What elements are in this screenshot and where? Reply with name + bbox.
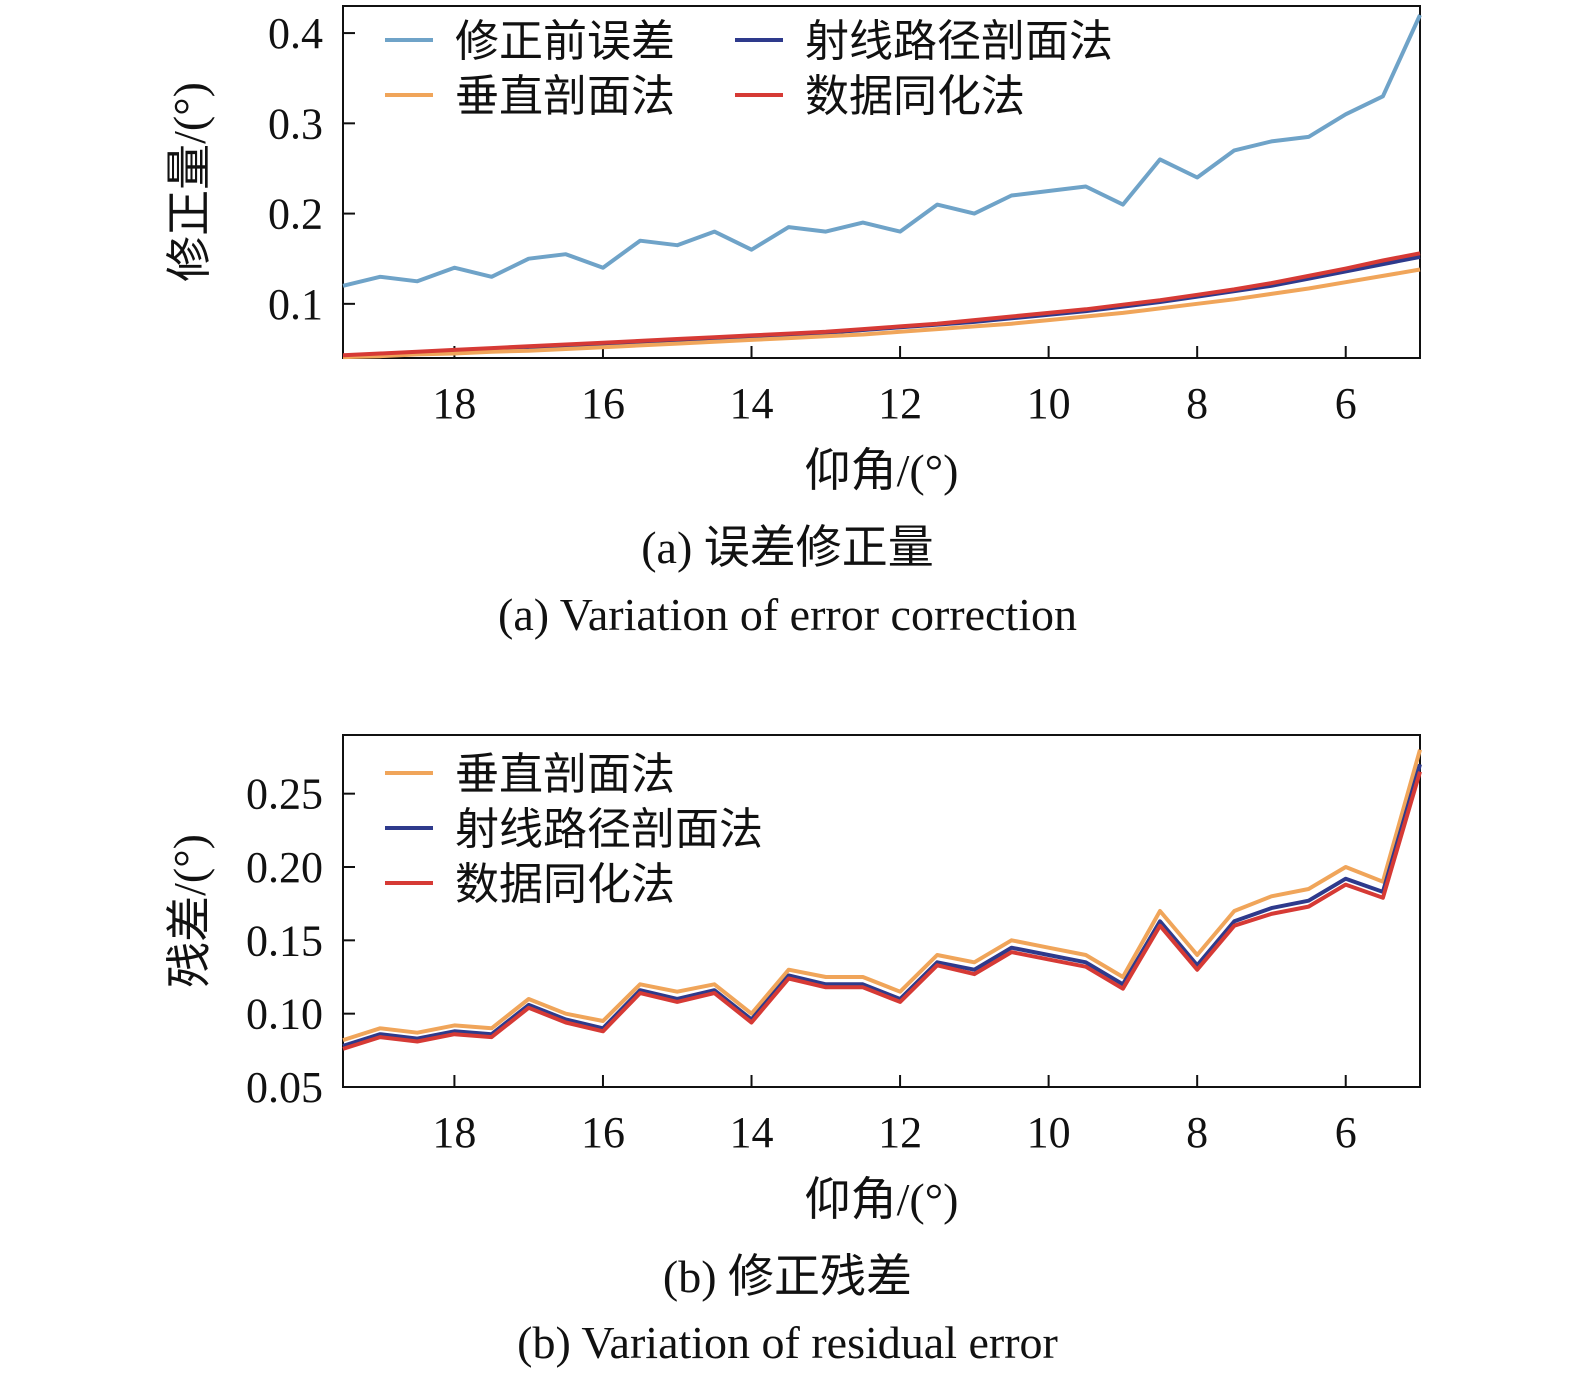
caption-b-cn: (b) 修正残差 (662, 1251, 913, 1302)
x-tick-label: 12 (878, 1108, 922, 1157)
legend-label: 垂直剖面法 (455, 72, 675, 121)
series-line (342, 749, 1422, 1043)
x-tick-label: 16 (581, 379, 625, 428)
series-line (342, 267, 1421, 360)
series-line (342, 763, 1422, 1048)
x-tick-label: 14 (730, 379, 774, 428)
y-tick-label: 0.20 (246, 843, 323, 892)
x-axis-label: 仰角/(°) (805, 445, 959, 496)
x-tick-label: 12 (878, 379, 922, 428)
chart-b: 18 16 14 12 10 8 6 0.05 0.10 0.15 0.20 0.25 仰角/(°) 残差… (164, 734, 1422, 1225)
caption-b-en: (b) Variation of residual error (517, 1317, 1058, 1368)
x-axis-label: 仰角/(°) (805, 1174, 959, 1225)
plot-frame (342, 5, 1421, 359)
x-tick-label: 18 (432, 379, 476, 428)
caption-a-cn: (a) 误差修正量 (641, 522, 934, 573)
series-line (342, 14, 1422, 288)
chart-a: 18 16 14 12 10 8 6 0.1 0.2 0.3 0.4 仰角/(°) 修正量/(°) 修正前… (164, 5, 1422, 496)
y-tick-label: 0.15 (246, 916, 323, 965)
y-tick-label: 0.1 (268, 280, 323, 329)
x-tick-label: 10 (1027, 379, 1071, 428)
series-line (342, 771, 1422, 1051)
legend-label: 垂直剖面法 (455, 750, 675, 799)
y-tick-label: 0.10 (246, 990, 323, 1039)
legend-label: 射线路径剖面法 (805, 17, 1113, 66)
legend-label: 射线路径剖面法 (455, 805, 763, 854)
y-tick-label: 0.05 (246, 1063, 323, 1112)
x-tick-label: 8 (1186, 379, 1208, 428)
y-tick-label: 0.4 (268, 9, 323, 58)
y-axis-label: 修正量/(°) (164, 82, 215, 282)
y-tick-label: 0.25 (246, 770, 323, 819)
y-tick-label: 0.2 (268, 190, 323, 239)
y-axis-label: 残差/(°) (164, 834, 215, 988)
y-tick-label: 0.3 (268, 99, 323, 148)
legend-label: 修正前误差 (455, 17, 675, 66)
x-tick-label: 6 (1335, 1108, 1357, 1157)
x-tick-label: 10 (1027, 1108, 1071, 1157)
caption-a-en: (a) Variation of error correction (498, 589, 1077, 640)
x-tick-label: 16 (581, 1108, 625, 1157)
legend-label: 数据同化法 (455, 860, 675, 909)
legend-label: 数据同化法 (805, 72, 1025, 121)
x-tick-label: 6 (1335, 379, 1357, 428)
x-tick-label: 14 (730, 1108, 774, 1157)
series-line (342, 251, 1421, 358)
plot-frame (342, 734, 1421, 1088)
x-tick-label: 18 (432, 1108, 476, 1157)
x-tick-label: 8 (1186, 1108, 1208, 1157)
